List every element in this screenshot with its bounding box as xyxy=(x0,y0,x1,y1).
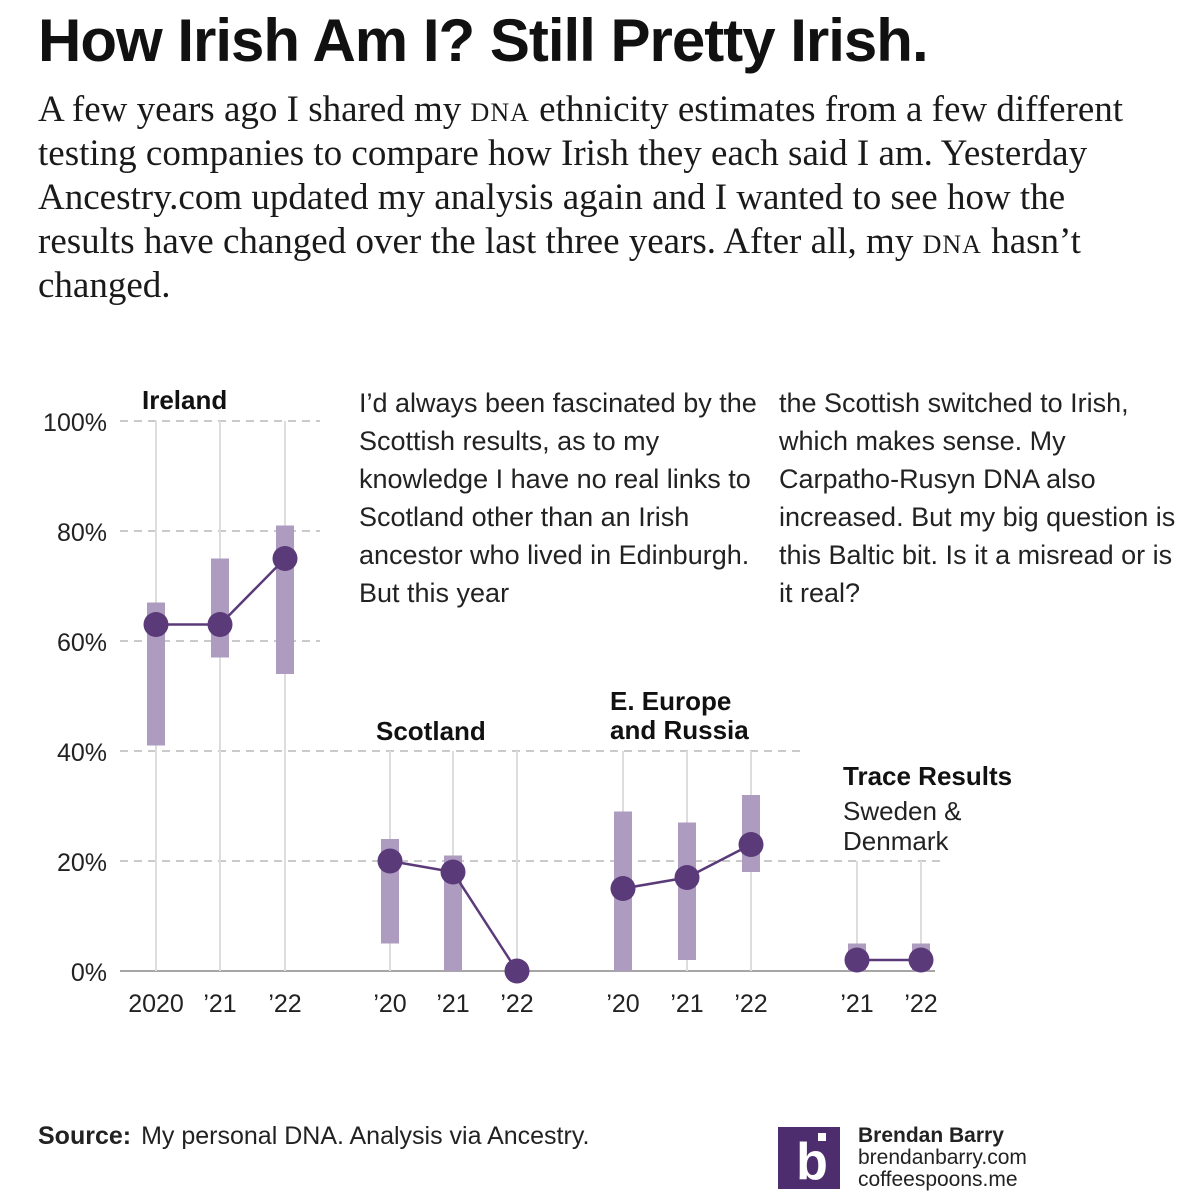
intro-acronym: DNA xyxy=(470,89,530,130)
group-title: E. Europe xyxy=(610,686,731,716)
intro-acronym: DNA xyxy=(922,221,982,262)
y-tick-label: 60% xyxy=(57,629,107,657)
data-point xyxy=(738,832,764,857)
range-bar xyxy=(444,855,462,971)
chart-title: How Irish Am I? Still Pretty Irish. xyxy=(38,7,929,74)
data-point xyxy=(272,546,298,571)
annotation-left: I’d always been fascinated by the Scotti… xyxy=(359,388,757,608)
author-site-1: brendanbarry.com xyxy=(858,1146,1027,1169)
intro-paragraph: A few years ago I shared my DNA ethnicit… xyxy=(38,88,1163,308)
x-tick-label: ’21 xyxy=(203,990,236,1018)
x-tick-label: ’20 xyxy=(373,990,406,1018)
x-tick-label: ’21 xyxy=(670,990,703,1018)
y-tick-label: 80% xyxy=(57,519,107,547)
data-point xyxy=(908,947,934,973)
logo-dot xyxy=(818,1133,826,1141)
group-title: Ireland xyxy=(142,385,227,415)
intro-text: hasn’t changed. xyxy=(38,221,1081,306)
group-title: Scotland xyxy=(376,716,486,746)
y-tick-label: 100% xyxy=(43,409,107,437)
group-subtitle: Denmark xyxy=(843,826,949,856)
logo-icon: b xyxy=(778,1127,840,1191)
data-point xyxy=(674,865,700,890)
range-bar xyxy=(678,822,696,960)
x-tick-label: ’22 xyxy=(500,990,533,1018)
group-title: Trace Results xyxy=(843,761,1012,791)
x-tick-label: ’22 xyxy=(268,990,301,1018)
logo-letter: b xyxy=(796,1133,828,1189)
source-label: Source: xyxy=(38,1122,132,1150)
y-tick-label: 40% xyxy=(57,739,107,767)
author-name: Brendan Barry xyxy=(858,1124,1004,1147)
data-point xyxy=(207,612,233,637)
x-tick-label: ’21 xyxy=(840,990,873,1018)
group-title: and Russia xyxy=(610,715,749,745)
source-line: Source: My personal DNA. Analysis via Anc… xyxy=(38,1122,589,1151)
y-tick-label: 0% xyxy=(71,959,107,987)
range-bar xyxy=(211,558,229,658)
intro-text: ethnicity estimates from a few different… xyxy=(38,89,1124,262)
x-tick-label: ’22 xyxy=(904,990,937,1018)
x-tick-label: ’20 xyxy=(606,990,639,1018)
data-point xyxy=(504,958,530,984)
group-subtitle: Sweden & xyxy=(843,796,962,826)
data-point xyxy=(377,848,403,874)
annotation-right: the Scottish switched to Irish, which ma… xyxy=(779,388,1176,608)
x-tick-label: 2020 xyxy=(128,990,184,1018)
source-text: My personal DNA. Analysis via Ancestry. xyxy=(141,1122,590,1150)
x-tick-label: ’22 xyxy=(734,990,767,1018)
credit-block: Brendan Barry brendanbarry.com coffeespo… xyxy=(858,1125,1027,1191)
data-point xyxy=(143,612,169,637)
range-bar xyxy=(147,602,165,746)
y-tick-label: 20% xyxy=(57,849,107,877)
data-point xyxy=(440,859,466,885)
author-site-2: coffeespoons.me xyxy=(858,1168,1018,1191)
data-point xyxy=(610,876,636,901)
intro-text: A few years ago I shared my xyxy=(38,89,471,130)
data-point xyxy=(844,947,870,973)
x-tick-label: ’21 xyxy=(436,990,469,1018)
